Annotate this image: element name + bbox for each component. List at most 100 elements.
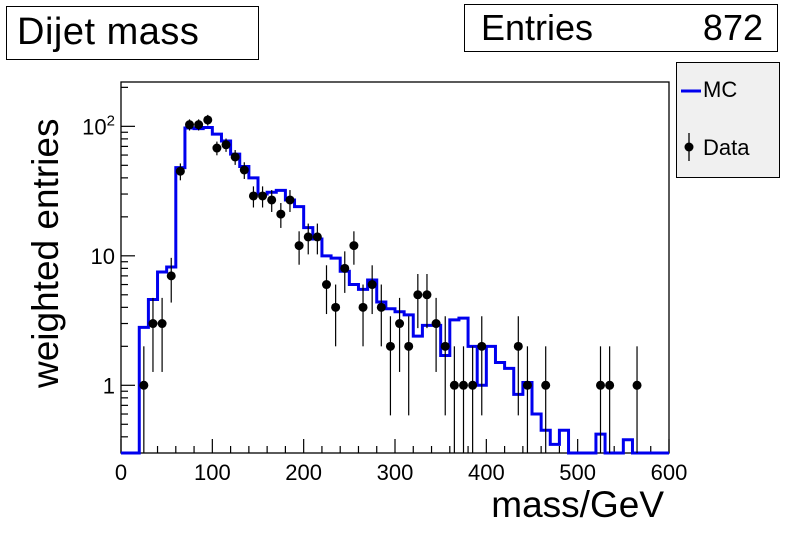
data-marker (431, 319, 441, 329)
data-point (367, 265, 377, 315)
data-marker (194, 120, 204, 130)
data-point (230, 150, 240, 165)
data-point (175, 163, 185, 181)
data-point (157, 297, 167, 372)
chart-title: Dijet mass (17, 11, 200, 53)
data-point (513, 316, 523, 416)
data-point (303, 223, 313, 255)
title-box: Dijet mass (6, 6, 259, 60)
data-marker (312, 232, 322, 242)
data-marker (413, 290, 423, 300)
data-point (267, 190, 277, 212)
data-point (459, 346, 468, 453)
data-marker (367, 280, 377, 290)
data-marker (385, 341, 395, 351)
data-marker (248, 191, 258, 201)
data-marker (349, 241, 359, 251)
data-point (139, 346, 149, 453)
data-point (166, 257, 176, 303)
data-point (248, 186, 258, 208)
data-marker (322, 280, 331, 290)
data-point (194, 119, 204, 131)
data-marker (148, 319, 158, 329)
x-tick-label: 100 (194, 460, 231, 485)
data-marker (157, 319, 167, 329)
data-marker (230, 152, 240, 162)
data-point (395, 297, 405, 372)
data-marker (459, 380, 468, 390)
stats-entries-value: 872 (702, 7, 763, 48)
data-point (449, 346, 459, 453)
data-point (376, 284, 386, 347)
data-point (522, 346, 532, 453)
x-tick-label: 400 (468, 460, 505, 485)
data-point (413, 274, 423, 329)
mc-histogram (121, 125, 669, 455)
stats-entries-label: Entries (481, 7, 594, 48)
data-point (322, 265, 331, 315)
data-point (221, 138, 231, 152)
data-point (340, 251, 350, 293)
data-point (239, 162, 249, 179)
data-marker (541, 380, 551, 390)
data-marker (212, 143, 222, 153)
data-point (285, 190, 295, 212)
data-marker (340, 263, 350, 273)
legend: MC Data (676, 62, 780, 178)
data-point (312, 223, 322, 255)
legend-mc-label: MC (703, 77, 738, 102)
data-marker (258, 191, 268, 201)
data-point (203, 114, 213, 126)
data-point (212, 141, 222, 156)
y-axis-label: weighted entries (25, 119, 66, 389)
x-tick-label: 500 (559, 460, 596, 485)
data-marker (376, 302, 386, 312)
data-point (148, 297, 158, 372)
data-marker (239, 165, 249, 175)
data-marker (276, 209, 286, 219)
x-tick-label: 600 (651, 460, 688, 485)
data-marker (605, 380, 615, 390)
plot-frame (120, 81, 670, 454)
data-point (358, 284, 368, 347)
data-point (349, 231, 359, 265)
y-tick-label: 102 (82, 112, 115, 139)
data-point (385, 316, 395, 416)
data-point (477, 316, 487, 416)
data-marker (203, 115, 213, 125)
data-marker (175, 166, 185, 176)
data-point (541, 346, 551, 453)
data-point (605, 346, 615, 453)
data-marker (395, 319, 405, 329)
data-marker (522, 380, 532, 390)
data-marker (632, 380, 642, 390)
data-marker (166, 271, 176, 281)
data-point (331, 284, 341, 347)
data-marker (449, 380, 459, 390)
data-marker (221, 140, 231, 150)
data-marker (422, 290, 432, 300)
y-tick-label: 1 (103, 373, 115, 398)
y-tick-label: 10 (91, 244, 115, 269)
data-marker (477, 341, 487, 351)
data-marker (513, 341, 523, 351)
data-point (596, 346, 605, 453)
data-point (468, 346, 478, 453)
data-point (276, 202, 286, 228)
x-axis-label: mass/GeV (491, 484, 664, 525)
data-marker (331, 302, 341, 312)
data-point (422, 274, 432, 329)
data-marker (294, 241, 304, 251)
legend-data-label: Data (703, 135, 750, 160)
x-tick-label: 200 (285, 460, 322, 485)
data-point (632, 346, 642, 453)
x-tick-label: 0 (115, 460, 127, 485)
data-marker (303, 232, 313, 242)
data-marker (139, 380, 149, 390)
data-point (431, 297, 441, 372)
data-marker (440, 341, 450, 351)
data-marker (267, 195, 277, 205)
data-point (404, 316, 414, 416)
data-marker (285, 195, 295, 205)
